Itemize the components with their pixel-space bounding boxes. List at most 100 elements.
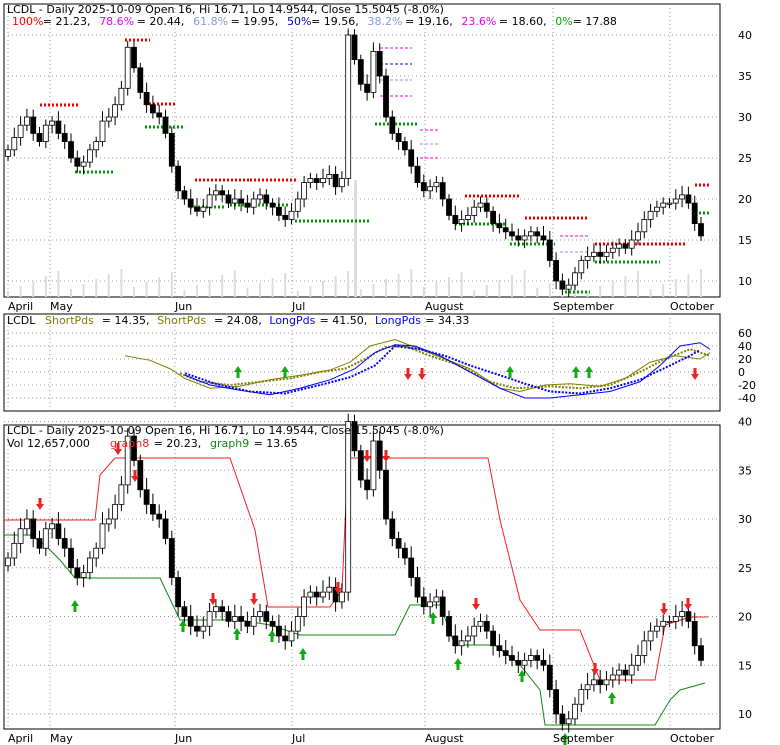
signal-candle-body: [698, 645, 704, 661]
fib-legend-value: = 18.60,: [499, 15, 547, 28]
volume-bar: [674, 279, 677, 297]
signal-down-arrow: [591, 663, 599, 675]
price-y-tick: 40: [738, 29, 752, 42]
volume-bar: [296, 291, 299, 297]
volume-bar: [687, 274, 690, 297]
signal-candle-body: [17, 528, 24, 544]
price-candle-body: [238, 198, 245, 204]
signal-down-arrow: [114, 443, 122, 455]
signal-candle-body: [622, 669, 629, 676]
signal-up-arrow: [518, 670, 526, 682]
price-candle-body: [654, 206, 660, 212]
price-candle-body: [301, 182, 308, 200]
volume-bar: [354, 180, 357, 297]
price-candle-body: [483, 202, 490, 212]
volume-bar: [284, 273, 287, 297]
price-candle-body: [452, 214, 459, 224]
price-y-tick: 25: [738, 152, 752, 165]
signal-candle-body: [666, 620, 673, 623]
signal-candle-body: [263, 611, 270, 622]
signal-candle-body: [244, 620, 251, 627]
signal-candle-body: [99, 523, 106, 549]
price-candle-body: [326, 173, 333, 179]
signal-candle-body: [143, 489, 150, 505]
signal-y-tick: 35: [738, 464, 752, 477]
volume-bar: [548, 283, 551, 297]
signal-candle-body: [36, 538, 43, 549]
volume-bar: [359, 289, 362, 297]
signal-candle-body: [238, 616, 245, 622]
price-candle-body: [565, 284, 572, 290]
fib-legend-value: = 19.16,: [405, 15, 453, 28]
signal-down-arrow: [684, 598, 692, 610]
oscillator-down-arrow: [404, 368, 412, 380]
oscillator-y-tick: 60: [738, 327, 752, 340]
fib-legend-value: = 20.44,: [137, 15, 185, 28]
signal-up-arrow: [71, 600, 79, 612]
signal-legend-value: = 20.23,: [154, 437, 202, 450]
signal-candle-body: [496, 645, 503, 652]
signal-y-tick: 15: [738, 659, 752, 672]
volume-bar: [511, 275, 513, 297]
fib-legend-label: 0%: [555, 15, 572, 28]
price-candle-body: [439, 182, 446, 200]
signal-candle-body: [175, 577, 182, 608]
fib-legend: 100% = 21.23, 78.6% = 20.44, 61.8% = 19.95, 50…: [12, 15, 617, 28]
volume-bar: [662, 284, 665, 297]
price-candle-body: [112, 104, 118, 118]
price-candle-body: [23, 116, 30, 126]
price-candle-body: [80, 161, 87, 167]
price-candle-body: [490, 210, 497, 225]
signal-candle-body: [616, 669, 622, 676]
signal-candle-body: [156, 513, 163, 520]
signal-candle-body: [452, 635, 459, 647]
price-x-tick: April: [8, 300, 33, 313]
oscillator-y-tick: 0: [738, 366, 745, 379]
signal-candle-body: [357, 450, 364, 481]
volume-bar: [624, 276, 627, 297]
price-candle-body: [572, 272, 578, 286]
volume-bar: [435, 282, 438, 297]
price-candle-body: [30, 116, 37, 134]
oscillator-legend-label: LongPds: [269, 314, 315, 327]
volume-bar: [498, 280, 501, 297]
signal-x-tick: September: [553, 732, 614, 745]
fib-legend-value: = 19.95,: [231, 15, 279, 28]
signal-candle-body: [540, 659, 547, 666]
price-candle-body: [61, 132, 68, 142]
signal-candle-body: [93, 547, 100, 559]
signal-candle-body: [112, 503, 118, 520]
signal-candle-body: [313, 591, 320, 598]
signal-candle-body: [364, 479, 371, 491]
fib-legend-label: 100%: [12, 15, 43, 28]
signal-y-tick: 30: [738, 513, 752, 526]
price-candle-body: [515, 235, 522, 241]
price-candle-body: [622, 243, 629, 249]
volume-bar: [19, 286, 22, 297]
price-candle-body: [408, 149, 415, 167]
fib-legend-value: = 19.56,: [311, 15, 359, 28]
signal-down-arrow: [250, 593, 258, 605]
signal-candle-body: [509, 655, 515, 661]
price-candle-body: [383, 75, 389, 118]
price-candle-body: [534, 231, 541, 237]
oscillator-y-tick: -40: [738, 392, 756, 405]
volume-bar: [120, 269, 123, 297]
volume-bar: [397, 274, 400, 297]
oscillator-legend-label: ShortPds: [45, 314, 94, 327]
signal-candle-body: [338, 591, 345, 603]
oscillator-legend-value: = 24.08,: [214, 314, 262, 327]
price-y-axis: 10 15 20 25 30 35 40: [738, 29, 752, 288]
signal-x-tick: April: [8, 732, 33, 745]
signal-y-axis: 10 15 20 25 30 35 40: [738, 416, 752, 722]
volume-bar: [309, 286, 312, 297]
price-candle-body: [250, 198, 257, 208]
signal-x-axis: April May Jun Jul August September October: [8, 732, 714, 745]
price-candle-body: [471, 206, 478, 216]
price-x-tick: September: [553, 300, 614, 313]
signal-candle-body: [483, 620, 490, 632]
price-gridlines: [4, 4, 720, 297]
signal-candle-body: [269, 620, 276, 627]
signal-x-tick: May: [50, 732, 73, 745]
